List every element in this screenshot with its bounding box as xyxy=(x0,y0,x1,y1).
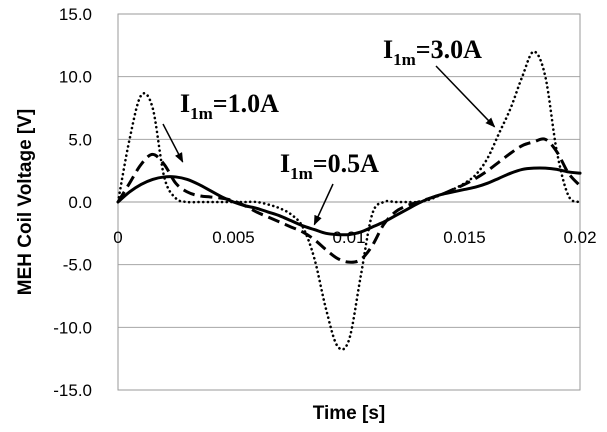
x-axis-ticks: 0 0.005 0.01 0.015 0.02 xyxy=(113,228,596,247)
x-tick-label: 0.005 xyxy=(212,228,255,247)
series-line-dashed xyxy=(116,137,582,264)
series-annotation-label: I1m=3.0A xyxy=(383,35,482,69)
series-annotation-label: I1m=0.5A xyxy=(280,149,379,183)
x-tick-label: 0.02 xyxy=(563,228,596,247)
series-line-solid xyxy=(116,166,582,237)
y-tick-label: -10.0 xyxy=(53,318,92,337)
y-tick-label: -15.0 xyxy=(53,381,92,400)
annotation-arrow xyxy=(162,123,184,163)
series-annotation-label: I1m=1.0A xyxy=(180,89,279,123)
series-line-dotted xyxy=(116,50,582,351)
y-tick-label: 15.0 xyxy=(59,5,92,24)
y-tick-label: 5.0 xyxy=(68,130,92,149)
series-lines xyxy=(116,50,582,351)
x-tick-label: 0 xyxy=(113,228,122,247)
annotation-arrow xyxy=(435,65,496,128)
y-tick-label: -5.0 xyxy=(63,256,92,275)
y-axis-title: MEH Coil Voltage [V] xyxy=(15,109,36,295)
y-tick-label: 0.0 xyxy=(68,193,92,212)
x-axis-title: Time [s] xyxy=(313,403,386,424)
y-axis-ticks: 15.0 10.0 5.0 0.0 -5.0 -10.0 -15.0 xyxy=(53,5,92,400)
x-tick-label: 0.015 xyxy=(443,228,486,247)
annotation-arrow xyxy=(313,183,334,226)
y-tick-label: 10.0 xyxy=(59,68,92,87)
